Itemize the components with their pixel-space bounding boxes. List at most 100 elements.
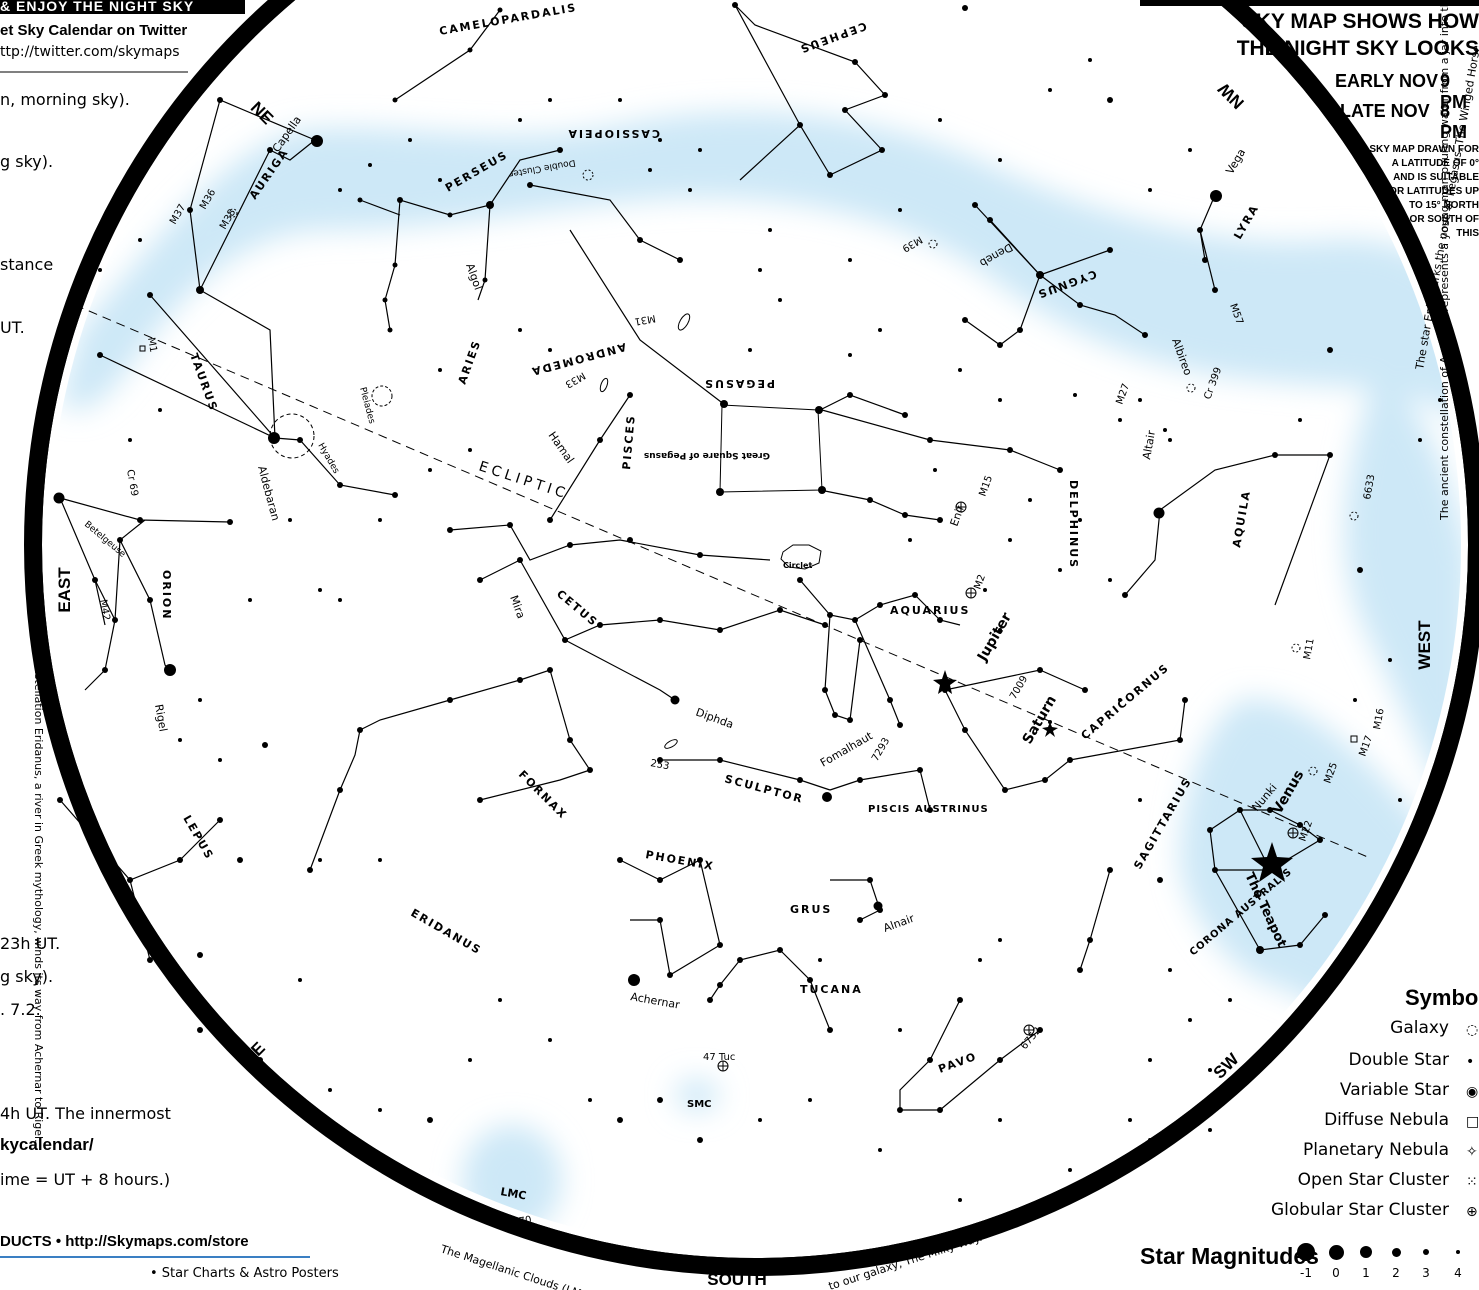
star: [447, 527, 453, 533]
star: [507, 522, 513, 528]
store-item[interactable]: • Star Charts & Astro Posters: [150, 1266, 339, 1281]
star: [218, 758, 222, 762]
map-label: Cr 69: [124, 469, 140, 497]
star: [768, 228, 772, 232]
star: [917, 767, 923, 773]
constellation-line: [129, 879, 151, 961]
star: [1317, 837, 1323, 843]
constellation-line: [1079, 869, 1111, 971]
star: [262, 742, 268, 748]
star: [517, 677, 523, 683]
map-label: CAMELOPARDALIS: [438, 1, 578, 38]
map-label: CAPRICORNUS: [1079, 661, 1173, 742]
star: [1087, 937, 1093, 943]
star: [797, 122, 803, 128]
star: [697, 1137, 703, 1143]
map-label: PAVO: [937, 1050, 980, 1076]
star: [867, 497, 873, 503]
star: [1267, 807, 1273, 813]
time-note: ime = UT + 8 hours.): [0, 1170, 171, 1189]
star: [1188, 148, 1192, 152]
star: [567, 737, 573, 743]
star: [998, 1118, 1002, 1122]
map-label: CASSIOPEIA: [566, 127, 660, 140]
star: [688, 188, 692, 192]
star: [627, 537, 633, 543]
star: [187, 207, 193, 213]
star: [217, 97, 223, 103]
star: [468, 448, 472, 452]
star: [852, 617, 858, 623]
star: [777, 947, 783, 953]
star: [337, 482, 343, 488]
map-label: 253: [649, 758, 670, 772]
star: [958, 1198, 962, 1202]
star: [998, 938, 1002, 942]
star: [627, 392, 633, 398]
star: [597, 622, 603, 628]
star: [983, 588, 987, 592]
star: [898, 1028, 902, 1032]
star: [1002, 787, 1008, 793]
star: [1168, 968, 1172, 972]
star: [1438, 398, 1442, 402]
map-label: GRUS: [790, 903, 832, 916]
star: [1118, 418, 1122, 422]
latitude-note: SKY MAP DRAWN FOR A LATITUDE OF 0° AND I…: [1369, 144, 1479, 239]
map-note: The ancient constellation of Aquarius re…: [1438, 0, 1451, 521]
star: [137, 517, 143, 523]
star: [758, 1118, 762, 1122]
calendar-link[interactable]: kycalendar/: [0, 1135, 94, 1154]
map-label: M15: [977, 474, 995, 498]
star: [1107, 867, 1113, 873]
ecliptic-line: [74, 304, 1371, 859]
left-panel-line: UT.: [0, 318, 25, 337]
star: [878, 328, 882, 332]
symbol-label: Double Star: [1348, 1050, 1449, 1070]
star: [562, 637, 568, 643]
star: [882, 92, 888, 98]
star: [378, 1108, 382, 1112]
products-link[interactable]: DUCTS • http://Skymaps.com/store: [0, 1233, 249, 1250]
star: [847, 392, 853, 398]
star: [937, 617, 943, 623]
star: [1210, 190, 1222, 202]
star: [196, 286, 204, 294]
star: [117, 537, 123, 543]
map-label: Fomalhaut: [818, 729, 875, 770]
twitter-link[interactable]: ttp://twitter.com/skymaps: [0, 44, 180, 60]
map-label: Mira: [507, 594, 527, 621]
star: [877, 602, 883, 608]
star: [997, 342, 1003, 348]
star: [548, 348, 552, 352]
star: [318, 588, 322, 592]
time-row-2-time: 8 PM: [1440, 101, 1467, 142]
star: [392, 97, 398, 103]
star: [1048, 88, 1052, 92]
star: [1177, 737, 1183, 743]
star: [857, 917, 863, 923]
star: [720, 400, 728, 408]
compass-direction: WEST: [1415, 620, 1434, 670]
star: [307, 867, 313, 873]
star: [832, 712, 838, 718]
map-label: Alnair: [882, 912, 917, 935]
star: [937, 1107, 943, 1113]
map-label: Vega: [1223, 146, 1248, 176]
star: [587, 767, 593, 773]
map-label: PEGASUS: [703, 377, 775, 390]
star: [486, 201, 494, 209]
star: [428, 468, 432, 472]
star: [847, 717, 853, 723]
star: [912, 592, 918, 598]
star: [548, 98, 552, 102]
star: [497, 7, 503, 13]
star: [1148, 1138, 1152, 1142]
star: [1297, 822, 1303, 828]
star: [387, 327, 393, 333]
star: [438, 368, 442, 372]
star: [618, 98, 622, 102]
constellation-line: [59, 799, 221, 881]
left-panel: [0, 0, 310, 1258]
